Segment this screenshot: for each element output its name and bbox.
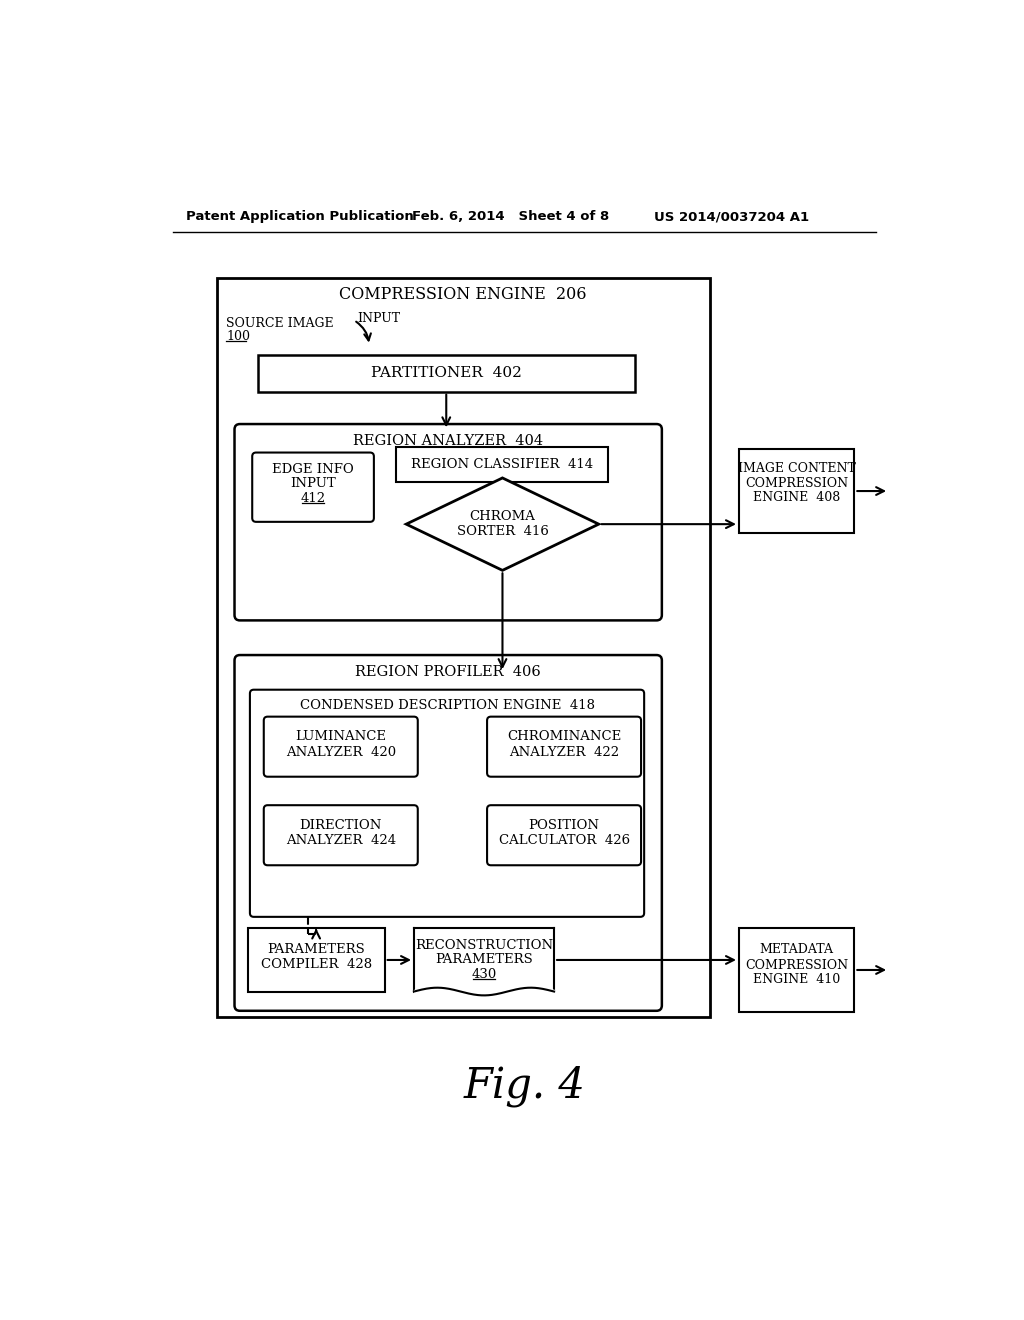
Text: REGION ANALYZER  404: REGION ANALYZER 404: [353, 434, 544, 447]
FancyBboxPatch shape: [739, 928, 854, 1011]
Text: CHROMA: CHROMA: [470, 510, 536, 523]
FancyBboxPatch shape: [248, 928, 385, 991]
Text: 412: 412: [300, 492, 326, 506]
Text: IMAGE CONTENT: IMAGE CONTENT: [737, 462, 855, 475]
FancyBboxPatch shape: [258, 355, 635, 392]
Text: SORTER  416: SORTER 416: [457, 525, 549, 539]
FancyBboxPatch shape: [487, 717, 641, 776]
Text: F: F: [510, 1065, 540, 1107]
FancyBboxPatch shape: [487, 805, 641, 866]
Text: CHROMINANCE: CHROMINANCE: [507, 730, 622, 743]
Text: EDGE INFO: EDGE INFO: [272, 463, 354, 477]
Text: LUMINANCE: LUMINANCE: [295, 730, 386, 743]
Text: Feb. 6, 2014   Sheet 4 of 8: Feb. 6, 2014 Sheet 4 of 8: [412, 210, 609, 223]
FancyBboxPatch shape: [234, 655, 662, 1011]
FancyBboxPatch shape: [264, 717, 418, 776]
Text: PARAMETERS: PARAMETERS: [435, 953, 532, 966]
Text: REGION PROFILER  406: REGION PROFILER 406: [355, 665, 541, 678]
Text: COMPRESSION: COMPRESSION: [745, 477, 848, 490]
Text: SOURCE IMAGE: SOURCE IMAGE: [226, 317, 334, 330]
Text: CONDENSED DESCRIPTION ENGINE  418: CONDENSED DESCRIPTION ENGINE 418: [300, 698, 595, 711]
Text: Fig. 4: Fig. 4: [464, 1065, 586, 1107]
Text: ANALYZER  420: ANALYZER 420: [286, 746, 396, 759]
Text: Patent Application Publication: Patent Application Publication: [186, 210, 414, 223]
Text: US 2014/0037204 A1: US 2014/0037204 A1: [654, 210, 809, 223]
Text: PARAMETERS: PARAMETERS: [267, 944, 365, 957]
Text: POSITION: POSITION: [528, 818, 600, 832]
Text: ENGINE  410: ENGINE 410: [753, 973, 841, 986]
Text: COMPRESSION: COMPRESSION: [745, 958, 848, 972]
Text: RECONSTRUCTION: RECONSTRUCTION: [415, 939, 553, 952]
Text: COMPILER  428: COMPILER 428: [260, 958, 372, 972]
FancyBboxPatch shape: [264, 805, 418, 866]
Polygon shape: [407, 478, 599, 570]
Text: REGION CLASSIFIER  414: REGION CLASSIFIER 414: [411, 458, 593, 471]
FancyBboxPatch shape: [252, 453, 374, 521]
Text: CALCULATOR  426: CALCULATOR 426: [499, 834, 630, 847]
FancyBboxPatch shape: [250, 689, 644, 917]
FancyBboxPatch shape: [739, 449, 854, 533]
Text: DIRECTION: DIRECTION: [300, 818, 382, 832]
Text: PARTITIONER  402: PARTITIONER 402: [371, 366, 521, 380]
Text: 100: 100: [226, 330, 250, 343]
FancyBboxPatch shape: [217, 277, 710, 1016]
FancyBboxPatch shape: [396, 447, 608, 482]
Text: ENGINE  408: ENGINE 408: [753, 491, 841, 504]
FancyBboxPatch shape: [234, 424, 662, 620]
Text: COMPRESSION ENGINE  206: COMPRESSION ENGINE 206: [339, 286, 587, 304]
Text: METADATA: METADATA: [760, 944, 834, 957]
Text: INPUT: INPUT: [357, 312, 400, 325]
Text: ANALYZER  422: ANALYZER 422: [509, 746, 620, 759]
Text: 430: 430: [471, 968, 497, 981]
Text: INPUT: INPUT: [290, 477, 336, 490]
Text: ANALYZER  424: ANALYZER 424: [286, 834, 396, 847]
